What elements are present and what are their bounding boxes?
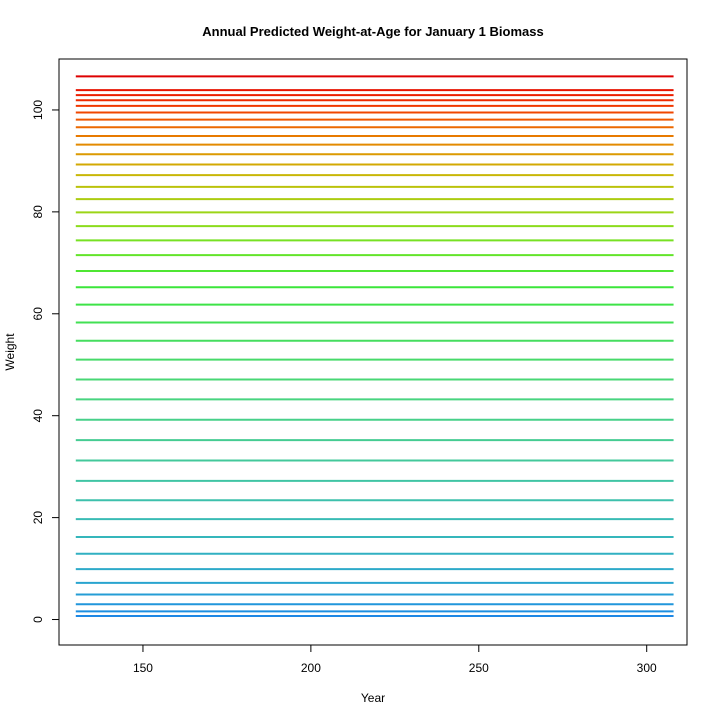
x-axis: 150 200 250 300	[133, 644, 657, 675]
x-axis-label: Year	[361, 691, 385, 705]
y-axis-label: Weight	[3, 333, 17, 371]
y-tick-label: 100	[31, 100, 45, 120]
series-lines	[75, 75, 674, 617]
plot-frame	[58, 58, 688, 646]
x-tick-label: 300	[637, 661, 657, 675]
y-tick-label: 40	[31, 409, 45, 423]
y-tick-label: 20	[31, 511, 45, 525]
x-tick-label: 150	[133, 661, 153, 675]
x-tick-label: 200	[301, 661, 321, 675]
y-tick-label: 60	[31, 307, 45, 321]
y-tick-label: 0	[31, 616, 45, 623]
y-tick-label: 80	[31, 205, 45, 219]
chart-title: Annual Predicted Weight-at-Age for Janua…	[202, 24, 543, 39]
y-axis: 0 20 40 60 80 100	[31, 100, 60, 623]
x-tick-label: 250	[469, 661, 489, 675]
